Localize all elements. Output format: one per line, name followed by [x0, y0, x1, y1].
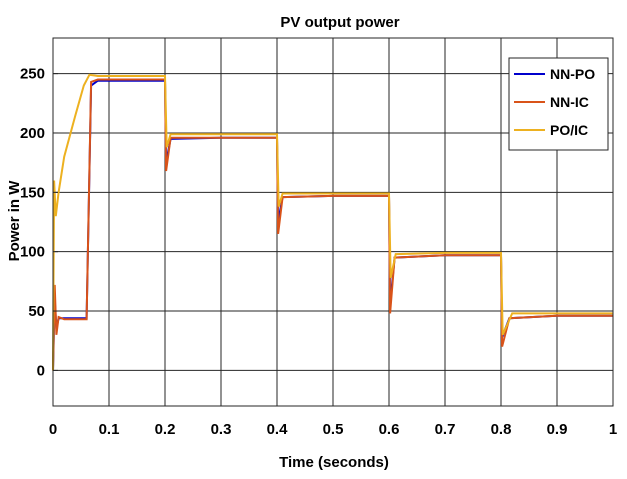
x-tick-label: 0.8 [491, 421, 512, 438]
x-tick-label: 0.3 [211, 421, 232, 438]
x-axis-title: Time (seconds) [279, 454, 389, 471]
x-tick-label: 1 [609, 421, 617, 438]
x-tick-labels: 0 0.1 0.2 0.3 0.4 0.5 0.6 0.7 0.8 0.9 1 [49, 421, 617, 438]
legend-label: NN-PO [550, 66, 595, 82]
x-tick-label: 0 [49, 421, 57, 438]
legend: NN-PO NN-IC PO/IC [508, 57, 609, 151]
x-tick-label: 0.5 [323, 421, 344, 438]
x-tick-label: 0.2 [155, 421, 176, 438]
x-tick-label: 0.4 [267, 421, 289, 438]
y-tick-label: 0 [37, 362, 45, 379]
y-tick-label: 250 [20, 66, 45, 83]
legend-entries: NN-PO NN-IC PO/IC [514, 66, 595, 138]
series-lines [52, 73, 613, 371]
legend-label: PO/IC [550, 122, 588, 138]
x-tick-label: 0.1 [99, 421, 120, 438]
y-tick-label: 200 [20, 125, 45, 142]
x-tick-label: 0.7 [435, 421, 456, 438]
x-tick-label: 0.6 [379, 421, 400, 438]
y-axis-title: Power in W [6, 180, 23, 262]
y-tick-label: 150 [20, 184, 45, 201]
legend-label: NN-IC [550, 94, 589, 110]
x-tick-label: 0.9 [547, 421, 568, 438]
ticks [52, 73, 614, 406]
chart-title: PV output power [280, 14, 399, 31]
series-line-nn-ic [52, 78, 613, 371]
y-tick-label: 50 [28, 303, 45, 320]
y-tick-label: 100 [20, 244, 45, 261]
series-line-po-ic [52, 73, 613, 371]
y-tick-labels: 0 50 100 150 200 250 [20, 66, 45, 380]
